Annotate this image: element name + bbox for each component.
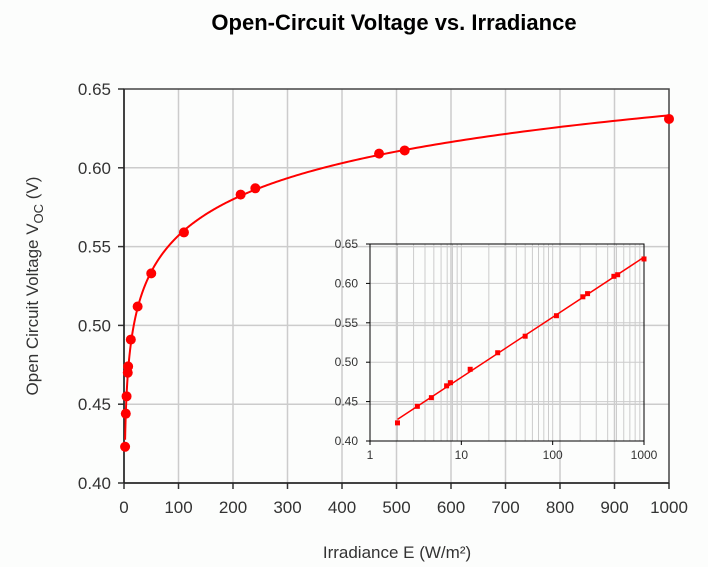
- inset-y-tick-label: 0.60: [335, 276, 359, 290]
- x-axis-label: Irradiance E (W/m²): [323, 543, 471, 562]
- x-tick-label: 700: [491, 498, 519, 517]
- main-data-point: [120, 408, 131, 419]
- main-data-point: [374, 148, 385, 159]
- y-axis-label-main: Open Circuit Voltage V: [23, 223, 42, 396]
- inset-axes: 1 10 100 1000 0.40 0.45 0.50 0.55 0.60 0.65: [335, 237, 658, 462]
- inset-data-point: [615, 272, 621, 278]
- inset-y-tick-label: 0.40: [335, 434, 359, 448]
- chart-title: Open-Circuit Voltage vs. Irradiance: [211, 10, 576, 35]
- main-data-point: [664, 113, 674, 124]
- main-data-point: [178, 227, 189, 238]
- inset-x-tick-label: 100: [543, 448, 563, 462]
- x-tick-label: 900: [600, 498, 628, 517]
- y-tick-label: 0.40: [78, 474, 111, 493]
- main-data-point: [132, 301, 143, 312]
- main-fit-line: [124, 114, 670, 440]
- main-data-point: [399, 145, 410, 156]
- inset-data-point: [553, 313, 559, 319]
- inset-data-point: [414, 403, 420, 409]
- inset-y-tick-label: 0.65: [335, 237, 359, 251]
- inset-y-tick-label: 0.45: [335, 395, 359, 409]
- inset-data-point: [641, 256, 647, 262]
- y-tick-label: 0.55: [78, 238, 111, 257]
- x-tick-label: 600: [437, 498, 465, 517]
- inset-x-tick-label: 1000: [631, 448, 658, 462]
- x-tick-label: 100: [164, 498, 192, 517]
- main-data-point: [121, 391, 132, 402]
- inset-data-point: [495, 350, 501, 356]
- inset-y-tick-label: 0.50: [335, 355, 359, 369]
- inset-data-point: [467, 366, 473, 372]
- inset-data-point: [522, 333, 528, 339]
- main-grid: [124, 89, 669, 483]
- inset-data-point: [444, 383, 450, 389]
- x-tick-label: 300: [273, 498, 301, 517]
- x-tick-label: 400: [328, 498, 356, 517]
- y-tick-label: 0.60: [78, 159, 111, 178]
- y-tick-label: 0.45: [78, 395, 111, 414]
- inset-fit-line: [397, 256, 645, 420]
- inset-data-point: [580, 294, 586, 300]
- main-data-point: [125, 334, 136, 345]
- y-axis-label-unit: (V): [23, 177, 42, 204]
- main-data-point: [123, 361, 134, 372]
- y-tick-label: 0.50: [78, 316, 111, 335]
- x-tick-label: 1000: [650, 498, 688, 517]
- inset-x-tick-label: 10: [455, 448, 469, 462]
- x-tick-label: 500: [382, 498, 410, 517]
- inset-data-point: [428, 395, 434, 401]
- main-data-point: [235, 189, 246, 200]
- inset-series: [394, 256, 647, 426]
- x-tick-label: 800: [546, 498, 574, 517]
- x-tick-label: 0: [119, 498, 128, 517]
- main-series: [120, 113, 674, 452]
- y-axis-label: Open Circuit Voltage VOC (V): [23, 177, 46, 396]
- inset-grid: [370, 244, 644, 441]
- inset-data-point: [447, 380, 453, 386]
- main-data-point: [120, 441, 131, 452]
- y-axis-label-subscript: OC: [31, 204, 46, 224]
- inset-x-tick-label: 1: [367, 448, 374, 462]
- inset-plot-frame: [369, 243, 645, 442]
- inset-data-point: [611, 273, 617, 279]
- x-tick-label: 200: [219, 498, 247, 517]
- main-data-point: [250, 183, 261, 194]
- main-axes: 0 100 200 300 400 500 600 700 800 900 1000 0.40 0.45…: [78, 80, 688, 517]
- inset-data-point: [394, 420, 400, 426]
- inset-data-point: [585, 291, 591, 297]
- main-data-point: [146, 268, 157, 279]
- y-tick-label: 0.65: [78, 80, 111, 99]
- inset-y-tick-label: 0.55: [335, 316, 359, 330]
